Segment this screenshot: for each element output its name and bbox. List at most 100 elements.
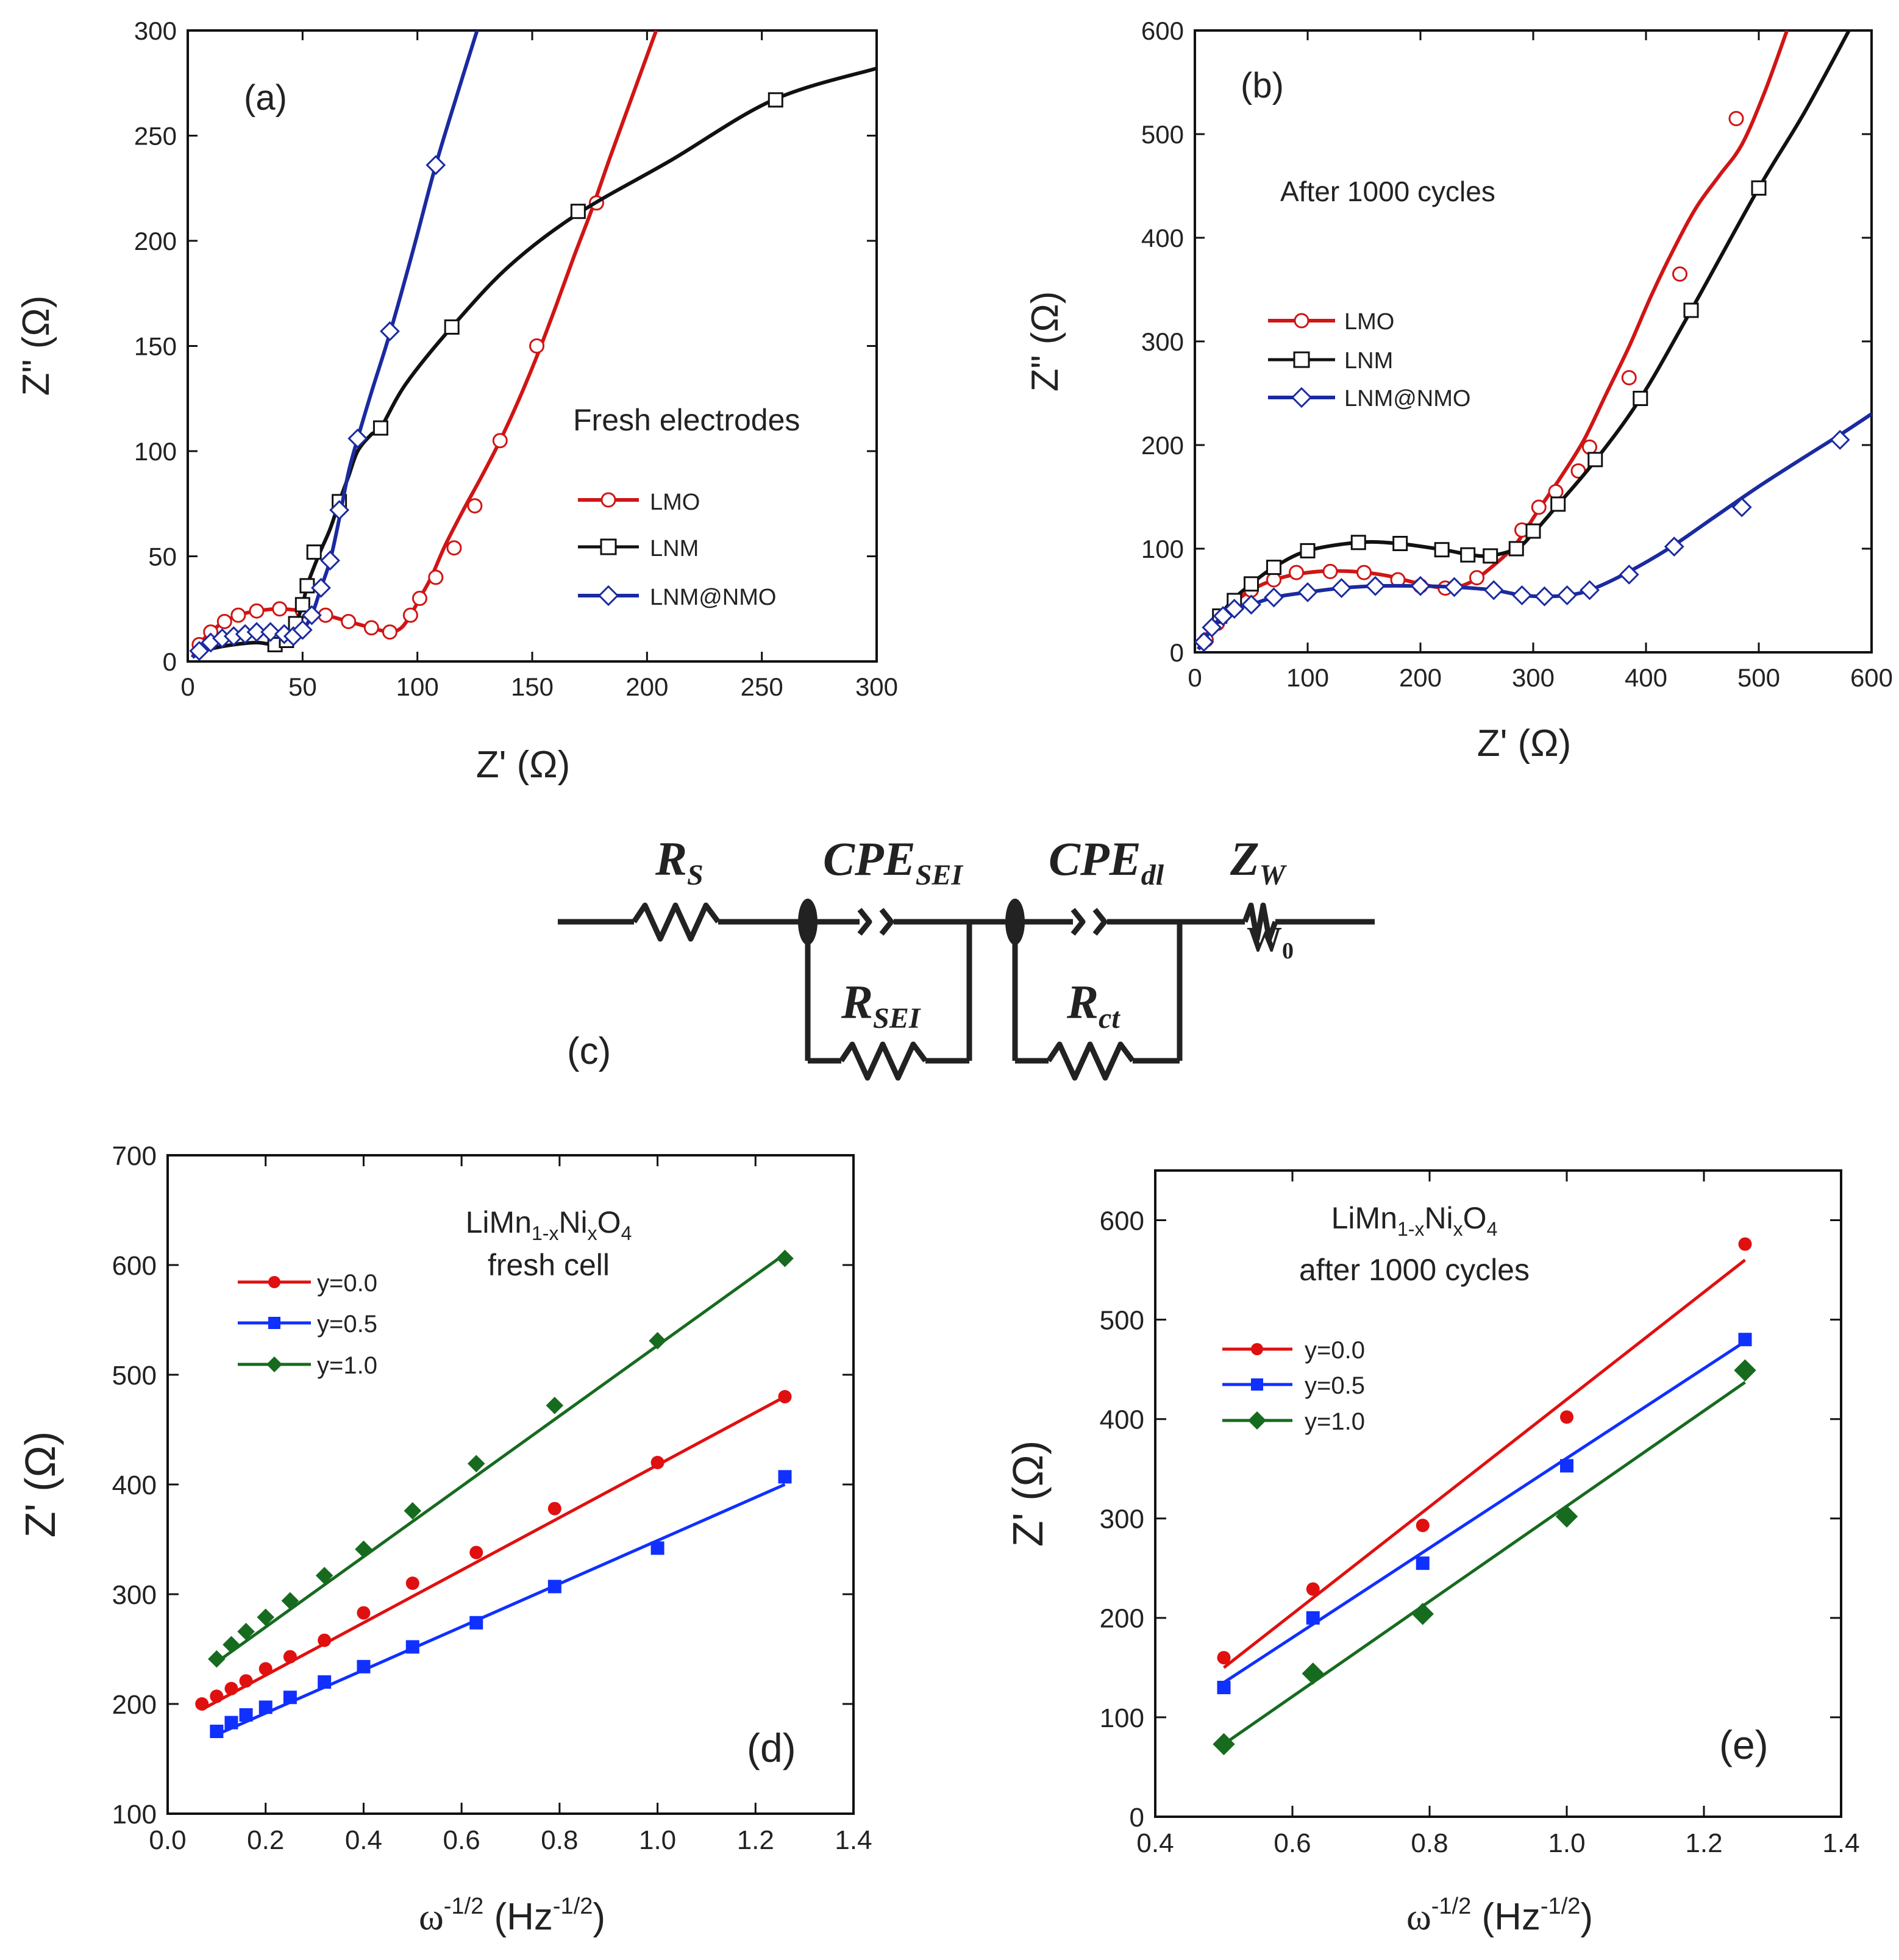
y-tick-label: 300 (1100, 1505, 1144, 1534)
data-point-y-1-0 (223, 1636, 240, 1654)
x-tick-label: 300 (855, 672, 898, 701)
circuit-label-rsei: RSEI (841, 975, 922, 1035)
data-point-y-0-5 (357, 1659, 371, 1673)
data-point-lmo (216, 613, 232, 629)
panel-e-x-ticks: 0.4 0.6 0.8 1.0 1.2 1.4 (1136, 1171, 1860, 1858)
circuit-label-zw: ZW (1230, 832, 1288, 891)
data-point-lnm (1460, 547, 1476, 563)
legend-d-y05-label: y=0.5 (317, 1311, 377, 1338)
panel-a-label: (a) (244, 78, 287, 118)
panel-b-y-axis-title: Z" (Ω) (1024, 291, 1066, 392)
data-point-y-1-0 (1411, 1603, 1434, 1625)
series-line-lmo (190, 30, 658, 658)
panel-d-y-axis-title: Z' (Ω) (16, 1431, 64, 1538)
data-point-y-0-5 (210, 1725, 224, 1738)
y-tick-label: 100 (112, 1800, 157, 1830)
panel-d-annotation-formula: LiMn1-xNixO4 (466, 1205, 632, 1244)
legend-d-y10-label: y=1.0 (317, 1352, 377, 1379)
data-point-y-0-0 (469, 1545, 483, 1559)
circuit-cpe-sei-left (857, 908, 872, 936)
x-tick-label: 50 (288, 672, 317, 701)
legend-d-y10-marker (266, 1356, 282, 1372)
data-point-lnm (372, 420, 388, 436)
legend-d-y00-label: y=0.0 (317, 1270, 377, 1297)
x-tick-label: 300 (1512, 663, 1555, 692)
y-tick-label: 200 (1100, 1604, 1144, 1634)
panel-a-x-ticks: 0 50 100 150 200 250 300 (180, 30, 898, 701)
data-point-lnm-nmo (1830, 430, 1850, 450)
y-tick-label: 200 (1141, 431, 1184, 460)
legend-e-y10-marker (1248, 1411, 1266, 1430)
data-point-lmo (1322, 563, 1338, 579)
panel-e-warburg-cycled: 0 100 200 300 400 500 600 0.4 0.6 0.8 1.0 1.2 1.4 L… (1004, 1169, 1860, 1938)
data-point-y-1-0 (1213, 1733, 1235, 1756)
data-point-y-0-0 (239, 1674, 253, 1688)
data-point-lnm (1266, 560, 1281, 576)
data-point-lnm-nmo (1619, 565, 1639, 585)
fit-line-y-0-5 (216, 1483, 786, 1736)
data-point-lnm-nmo (1731, 497, 1752, 518)
data-point-y-0-5 (1738, 1333, 1752, 1347)
data-point-y-1-0 (281, 1592, 299, 1610)
panel-b-plot-frame (1194, 29, 1873, 654)
x-tick-label: 0.4 (345, 1825, 382, 1855)
data-point-lnm (1392, 536, 1408, 551)
y-tick-label: 500 (1141, 120, 1184, 149)
y-tick-label: 100 (1141, 535, 1184, 563)
y-tick-label: 300 (112, 1580, 157, 1610)
data-point-y-1-0 (776, 1249, 794, 1267)
data-point-lnm (1525, 523, 1541, 539)
panel-e-legend: y=0.0 y=0.5 y=1.0 (1222, 1337, 1365, 1435)
y-tick-label: 400 (1141, 224, 1184, 252)
data-point-lnm-nmo (1264, 587, 1284, 608)
data-point-y-1-0 (237, 1622, 255, 1641)
x-tick-label: 0.8 (1411, 1828, 1448, 1858)
data-point-lnm-nmo (347, 428, 368, 449)
data-point-lmo (1728, 111, 1744, 126)
panel-e-x-axis-title: ω-1/2 (Hz-1/2) (1406, 1894, 1593, 1938)
data-point-y-0-5 (650, 1541, 664, 1555)
data-point-lnm-nmo (1512, 585, 1532, 605)
data-point-y-0-5 (547, 1580, 561, 1594)
data-point-lmo (1672, 266, 1687, 282)
data-point-y-1-0 (208, 1650, 226, 1668)
data-point-lmo (1266, 572, 1281, 588)
y-tick-label: 250 (134, 122, 177, 151)
y-tick-label: 0 (163, 647, 177, 676)
x-tick-label: 1.2 (737, 1825, 774, 1855)
data-point-y-0-5 (1217, 1681, 1231, 1694)
panel-b-x-axis-title: Z' (Ω) (1477, 722, 1572, 764)
x-tick-label: 0 (1188, 663, 1202, 692)
fit-line-y-0-0 (1222, 1258, 1747, 1669)
panel-b-legend: LMO LNM LNM@NMO (1268, 309, 1470, 412)
data-point-lnm-nmo (1410, 576, 1431, 596)
data-point-lnm (570, 204, 586, 219)
x-tick-label: 400 (1625, 663, 1667, 692)
data-point-y-0-0 (1416, 1519, 1430, 1533)
data-point-y-0-0 (210, 1689, 224, 1703)
y-tick-label: 0 (1170, 638, 1184, 667)
y-tick-label: 200 (134, 227, 177, 255)
data-point-y-0-5 (258, 1700, 273, 1714)
data-point-lnm-nmo (1534, 586, 1555, 607)
legend-e-y05-marker (1251, 1378, 1263, 1391)
x-tick-label: 0.2 (247, 1825, 284, 1855)
legend-b-lmo-marker (1294, 313, 1309, 329)
data-point-lmo (446, 540, 462, 556)
data-point-lmo (1356, 565, 1372, 580)
legend-d-y05-marker (268, 1317, 280, 1329)
circuit-label-w0: W0 (1247, 919, 1294, 964)
data-point-lnm-nmo (1202, 617, 1222, 638)
legend-a-lmo-marker (600, 492, 616, 508)
circuit-resistor-rct (1046, 1041, 1135, 1081)
panel-a-y-ticks: 0 50 100 150 200 250 300 (134, 16, 877, 676)
x-tick-label: 1.2 (1685, 1828, 1722, 1858)
data-point-lmo (492, 433, 508, 449)
data-point-lmo (382, 624, 397, 640)
data-point-lnm-nmo (1241, 594, 1261, 615)
data-point-lnm (306, 544, 322, 560)
data-point-y-0-5 (239, 1708, 253, 1722)
data-point-lnm (768, 92, 783, 108)
y-tick-label: 600 (1100, 1206, 1144, 1236)
data-point-y-1-0 (355, 1540, 372, 1558)
